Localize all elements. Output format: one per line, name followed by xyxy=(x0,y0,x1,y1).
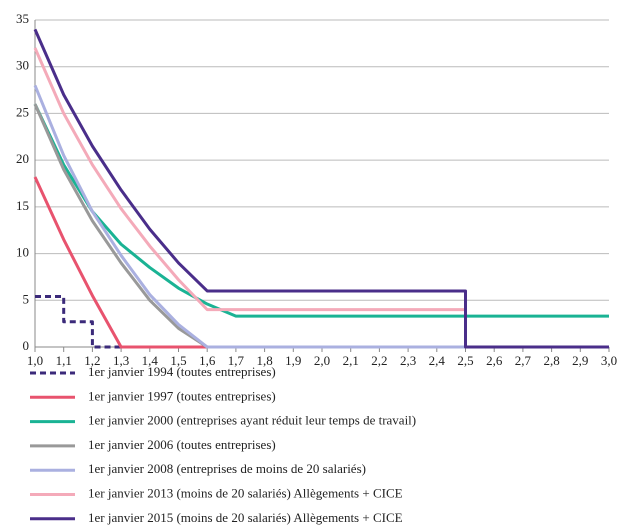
x-tick-label: 1,8 xyxy=(256,353,272,368)
y-tick-label: 5 xyxy=(23,291,30,306)
x-tick-label: 2,4 xyxy=(429,353,446,368)
x-tick-label: 1,0 xyxy=(27,353,43,368)
legend-label: 1er janvier 2006 (toutes entreprises) xyxy=(88,437,276,452)
series-line xyxy=(33,47,466,312)
legend-label: 1er janvier 1997 (toutes entreprises) xyxy=(88,388,276,403)
x-tick-label: 1,6 xyxy=(199,353,216,368)
x-tick-label: 2,2 xyxy=(371,353,387,368)
x-tick-label: 1,4 xyxy=(142,353,159,368)
x-tick-label: 1,1 xyxy=(56,353,72,368)
legend-label: 1er janvier 1994 (toutes entreprises) xyxy=(88,364,276,379)
series-line xyxy=(33,28,609,349)
y-tick-label: 35 xyxy=(16,11,29,26)
x-tick-label: 3,0 xyxy=(601,353,617,368)
series-line xyxy=(35,295,208,349)
x-tick-label: 1,9 xyxy=(285,353,301,368)
x-tick-label: 1,3 xyxy=(113,353,129,368)
x-tick-label: 2,5 xyxy=(457,353,473,368)
legend-label: 1er janvier 2008 (entreprises de moins d… xyxy=(88,461,366,476)
series-line xyxy=(33,103,609,318)
x-tick-label: 2,7 xyxy=(515,353,532,368)
y-tick-label: 20 xyxy=(16,151,29,166)
x-tick-label: 2,6 xyxy=(486,353,503,368)
y-tick-label: 10 xyxy=(16,245,29,260)
y-tick-label: 0 xyxy=(23,338,30,353)
x-tick-label: 2,9 xyxy=(572,353,588,368)
x-tick-label: 1,2 xyxy=(84,353,100,368)
x-tick-label: 1,5 xyxy=(170,353,186,368)
legend-label: 1er janvier 2013 (moins de 20 salariés) … xyxy=(88,485,403,500)
series-line xyxy=(33,176,208,349)
x-tick-label: 1,7 xyxy=(228,353,245,368)
x-tick-label: 2,0 xyxy=(314,353,330,368)
x-tick-label: 2,1 xyxy=(343,353,359,368)
legend-label: 1er janvier 2015 (moins de 20 salariés) … xyxy=(88,510,403,525)
y-tick-label: 25 xyxy=(16,104,29,119)
y-tick-label: 15 xyxy=(16,198,29,213)
series-line xyxy=(33,84,609,349)
x-tick-label: 2,8 xyxy=(543,353,559,368)
x-tick-label: 2,3 xyxy=(400,353,416,368)
legend-label: 1er janvier 2000 (entreprises ayant rédu… xyxy=(88,413,416,428)
y-tick-label: 30 xyxy=(16,58,29,73)
